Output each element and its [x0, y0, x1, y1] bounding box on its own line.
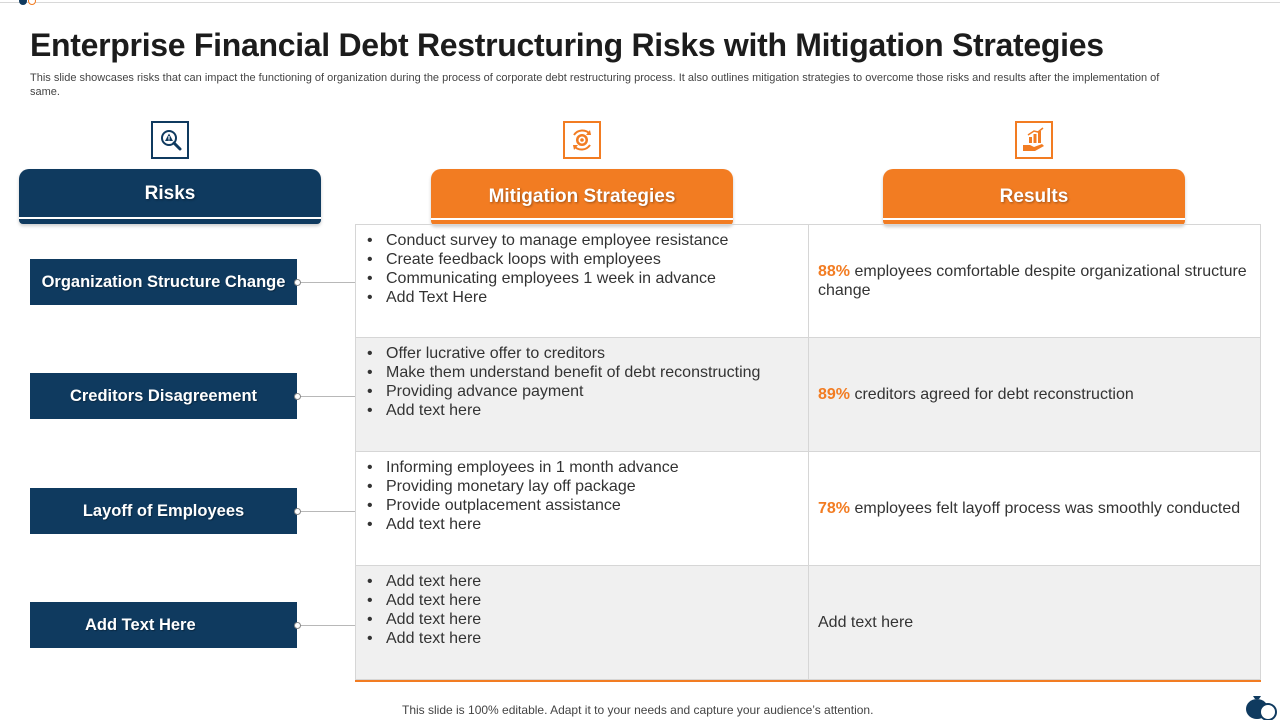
top-rule — [0, 2, 1280, 3]
growth-chart-hand-icon — [1015, 121, 1053, 159]
result-percent: 78% — [818, 500, 851, 517]
connector-dot — [294, 622, 301, 629]
connector-dot — [294, 508, 301, 515]
target-cycle-icon — [563, 121, 601, 159]
page-subtitle: This slide showcases risks that can impa… — [30, 72, 1160, 98]
strategy-list: Add text here Add text here Add text her… — [366, 572, 481, 648]
header-risks-label: Risks — [144, 182, 196, 204]
result-percent: 88% — [818, 263, 851, 280]
result-cell: 89% creditors agreed for debt reconstruc… — [818, 338, 1254, 451]
decor-dot — [28, 0, 36, 5]
page-title: Enterprise Financial Debt Restructuring … — [30, 27, 1104, 63]
list-item: Providing advance payment — [366, 382, 760, 401]
result-text: Add text here — [818, 613, 913, 632]
list-item: Informing employees in 1 month advance — [366, 458, 679, 477]
table-row: Informing employees in 1 month advance P… — [355, 452, 1261, 566]
header-results-label: Results — [999, 186, 1069, 207]
risk-label: Organization Structure Change — [41, 272, 286, 291]
cell-divider — [808, 452, 809, 565]
connector-dot — [294, 279, 301, 286]
header-results: Results — [883, 169, 1185, 225]
list-item: Add text here — [366, 629, 481, 648]
result-percent: 89% — [818, 386, 851, 403]
list-item: Providing monetary lay off package — [366, 477, 679, 496]
magnifier-warning-icon — [151, 121, 189, 159]
result-description: employees felt layoff process was smooth… — [850, 500, 1241, 517]
table-row: Offer lucrative offer to creditors Make … — [355, 338, 1261, 452]
result-cell: 78% employees felt layoff process was sm… — [818, 452, 1254, 565]
header-underline — [431, 218, 733, 220]
result-description: creditors agreed for debt reconstruction — [850, 386, 1134, 403]
list-item: Add text here — [366, 401, 760, 420]
strategy-list: Offer lucrative offer to creditors Make … — [366, 344, 760, 420]
risk-label: Add Text Here — [85, 615, 196, 634]
header-mitigation-label: Mitigation Strategies — [488, 186, 676, 207]
connector-line — [297, 282, 355, 283]
list-item: Add text here — [366, 572, 481, 591]
result-description: Add text here — [818, 614, 914, 631]
risk-box: Creditors Disagreement — [30, 373, 297, 419]
connector-line — [297, 625, 355, 626]
list-item: Conduct survey to manage employee resist… — [366, 231, 728, 250]
strategy-list: Conduct survey to manage employee resist… — [366, 231, 728, 307]
header-underline — [883, 218, 1185, 220]
decor-dot — [19, 0, 27, 5]
list-item: Communicating employees 1 week in advanc… — [366, 269, 728, 288]
risk-label: Creditors Disagreement — [69, 386, 258, 405]
risk-label: Layoff of Employees — [82, 501, 245, 520]
strategy-list: Informing employees in 1 month advance P… — [366, 458, 679, 534]
result-text: 78% employees felt layoff process was sm… — [818, 499, 1240, 518]
footer-note: This slide is 100% editable. Adapt it to… — [402, 703, 874, 717]
money-bag-logo-icon — [1244, 688, 1280, 725]
result-text: 88% employees comfortable despite organi… — [818, 262, 1254, 300]
cell-divider — [808, 338, 809, 451]
connector-line — [297, 511, 355, 512]
risk-box: Organization Structure Change — [30, 259, 297, 305]
header-risks: Risks — [19, 169, 321, 224]
cell-divider — [808, 225, 809, 337]
list-item: Add text here — [366, 610, 481, 629]
table-row: Conduct survey to manage employee resist… — [355, 224, 1261, 338]
risk-box: Add Text Here — [30, 602, 297, 648]
result-cell: 88% employees comfortable despite organi… — [818, 225, 1254, 337]
list-item: Create feedback loops with employees — [366, 250, 728, 269]
table-bottom-rule — [355, 680, 1261, 682]
result-cell: Add text here — [818, 566, 1254, 679]
cell-divider — [808, 566, 809, 679]
connector-dot — [294, 393, 301, 400]
table-row: Add text here Add text here Add text her… — [355, 566, 1261, 680]
header-underline — [19, 217, 321, 219]
connector-line — [297, 396, 355, 397]
list-item: Offer lucrative offer to creditors — [366, 344, 760, 363]
list-item: Add text here — [366, 515, 679, 534]
risk-box: Layoff of Employees — [30, 488, 297, 534]
list-item: Add Text Here — [366, 288, 728, 307]
list-item: Provide outplacement assistance — [366, 496, 679, 515]
header-mitigation: Mitigation Strategies — [431, 169, 733, 225]
result-text: 89% creditors agreed for debt reconstruc… — [818, 385, 1134, 404]
list-item: Make them understand benefit of debt rec… — [366, 363, 760, 382]
result-description: employees comfortable despite organizati… — [818, 263, 1247, 299]
list-item: Add text here — [366, 591, 481, 610]
